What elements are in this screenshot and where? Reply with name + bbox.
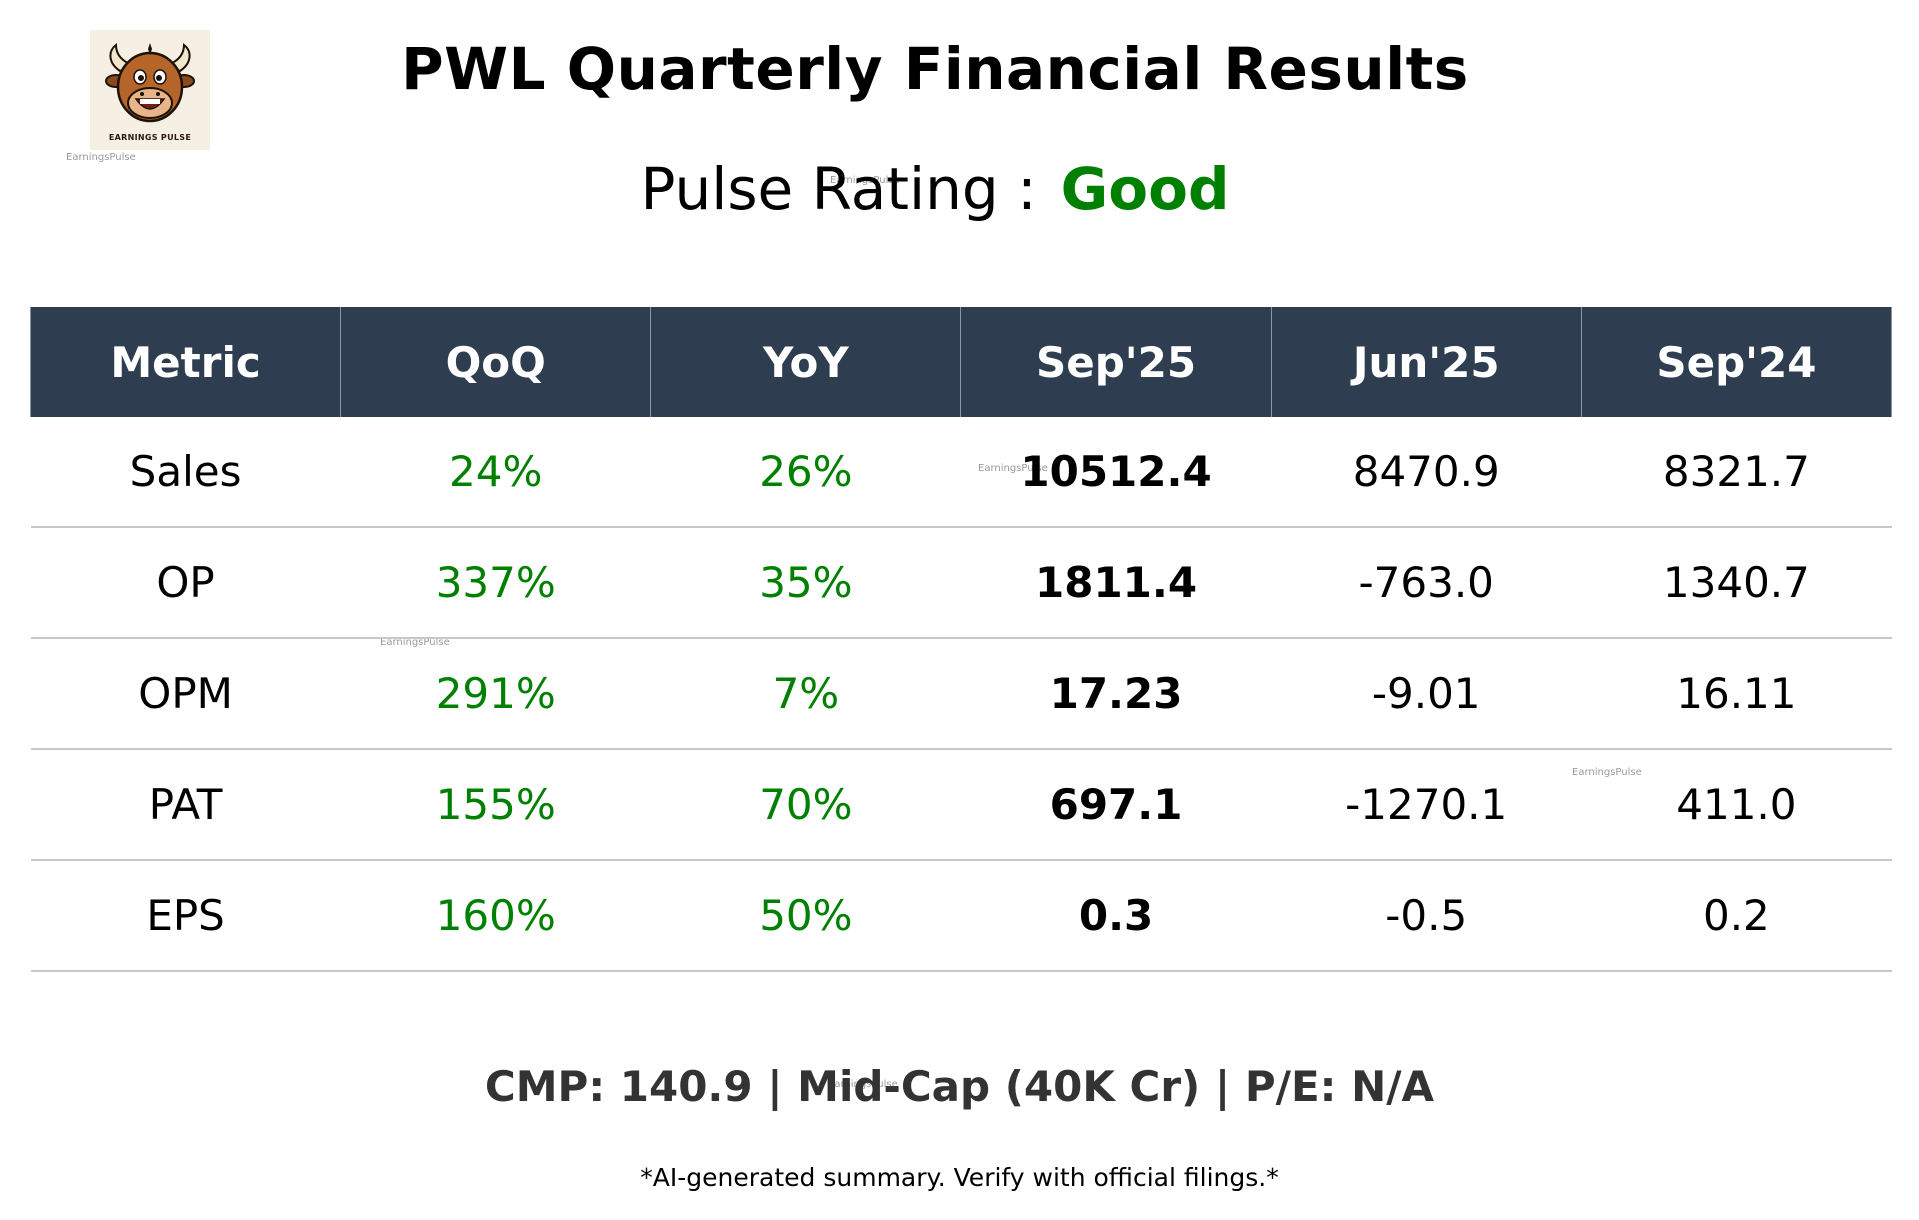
watermark: EarningsPulse bbox=[66, 152, 136, 163]
sep25-cell: 697.1 bbox=[960, 749, 1272, 861]
watermark: EarningsPulse bbox=[830, 175, 900, 186]
jun25-cell: -9.01 bbox=[1271, 638, 1582, 750]
header-sep24: Sep'24 bbox=[1580, 307, 1893, 417]
qoq-cell: 291% bbox=[340, 638, 651, 750]
jun25-cell: -763.0 bbox=[1271, 527, 1582, 639]
header-qoq: QoQ bbox=[340, 307, 652, 417]
jun25-cell: -0.5 bbox=[1271, 860, 1582, 972]
sep24-cell: 16.11 bbox=[1581, 638, 1892, 750]
logo-text: EARNINGS PULSE bbox=[108, 133, 192, 142]
header-sep25: Sep'25 bbox=[960, 307, 1272, 417]
qoq-cell: 337% bbox=[340, 527, 651, 639]
yoy-cell: 26% bbox=[650, 417, 961, 528]
results-table: Metric QoQ YoY Sep'25 Jun'25 Sep'24 Sale… bbox=[29, 307, 1893, 972]
yoy-cell: 70% bbox=[650, 749, 961, 861]
yoy-cell: 7% bbox=[650, 638, 961, 750]
sep25-cell: 10512.4 bbox=[960, 417, 1272, 528]
table-row: EPS 160% 50% 0.3 -0.5 0.2 bbox=[30, 860, 1892, 972]
yoy-cell: 50% bbox=[650, 860, 961, 972]
disclaimer: *AI-generated summary. Verify with offic… bbox=[640, 1163, 1279, 1192]
sep24-cell: 0.2 bbox=[1581, 860, 1892, 972]
header-yoy: YoY bbox=[650, 307, 962, 417]
table-header-row: Metric QoQ YoY Sep'25 Jun'25 Sep'24 bbox=[29, 307, 1893, 417]
table-row: OP 337% 35% 1811.4 -763.0 1340.7 bbox=[30, 527, 1892, 639]
jun25-cell: -1270.1 bbox=[1271, 749, 1582, 861]
pulse-rating: Pulse Rating : Good bbox=[0, 155, 1870, 223]
cmp-summary: CMP: 140.9 | Mid-Cap (40K Cr) | P/E: N/A bbox=[484, 1062, 1435, 1111]
metric-cell: OP bbox=[30, 527, 341, 639]
sep25-cell: 0.3 bbox=[960, 860, 1272, 972]
metric-cell: EPS bbox=[30, 860, 341, 972]
qoq-cell: 155% bbox=[340, 749, 651, 861]
pulse-rating-value: Good bbox=[1060, 155, 1230, 223]
table-row: Sales 24% 26% 10512.4 8470.9 8321.7 bbox=[30, 417, 1892, 528]
earnings-pulse-logo: EARNINGS PULSE bbox=[90, 30, 210, 150]
sep25-cell: 1811.4 bbox=[960, 527, 1272, 639]
yoy-cell: 35% bbox=[650, 527, 961, 639]
sep24-cell: 411.0 bbox=[1581, 749, 1892, 861]
qoq-cell: 160% bbox=[340, 860, 651, 972]
watermark: EarningsPulse bbox=[828, 1079, 898, 1090]
qoq-cell: 24% bbox=[340, 417, 651, 528]
pulse-rating-label: Pulse Rating : bbox=[640, 155, 1037, 223]
table-row: OPM 291% 7% 17.23 -9.01 16.11 bbox=[30, 638, 1892, 750]
metric-cell: OPM bbox=[30, 638, 341, 750]
header-metric: Metric bbox=[29, 307, 342, 417]
table-row: PAT 155% 70% 697.1 -1270.1 411.0 bbox=[30, 749, 1892, 861]
page-title: PWL Quarterly Financial Results bbox=[401, 35, 1469, 103]
bull-mascot-icon bbox=[105, 42, 195, 123]
sep25-cell: 17.23 bbox=[960, 638, 1272, 750]
sep24-cell: 1340.7 bbox=[1581, 527, 1892, 639]
jun25-cell: 8470.9 bbox=[1271, 417, 1582, 528]
sep24-cell: 8321.7 bbox=[1581, 417, 1892, 528]
metric-cell: Sales bbox=[30, 417, 341, 528]
header-jun25: Jun'25 bbox=[1270, 307, 1582, 417]
metric-cell: PAT bbox=[30, 749, 341, 861]
